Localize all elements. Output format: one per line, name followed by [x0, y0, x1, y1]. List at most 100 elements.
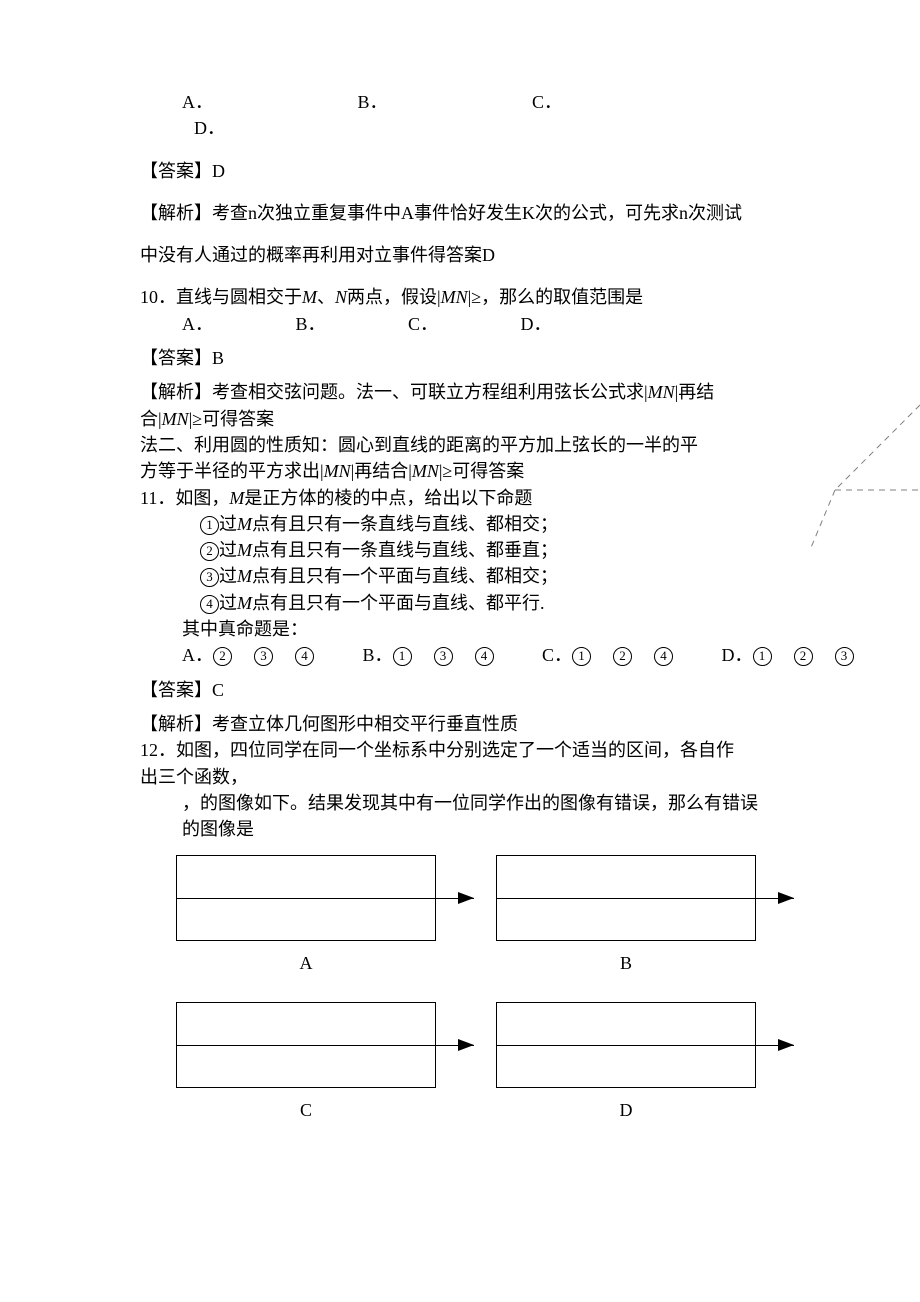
q-top-options-row2: D．: [140, 116, 880, 140]
graph-a: [176, 855, 436, 941]
arrow-d-icon: [778, 1039, 794, 1051]
axis-a: [177, 898, 474, 899]
circ-1c-icon: 1: [572, 647, 591, 666]
q10-exp-l1a: 【解析】考查相交弦问题。法一、可联立方程组利用弦长公式求|: [140, 382, 648, 402]
q11-stem-a: 11．如图，: [140, 488, 229, 508]
q-top-options-row1: A． B． C．: [140, 90, 880, 114]
q10-exp-l4a: 方等于半径的平方求出|: [140, 461, 324, 481]
q11-p3m: M: [237, 566, 252, 586]
q-top-explain-2: 中没有人通过的概率再利用对立事件得答案D: [140, 243, 880, 267]
circ-1d-icon: 1: [753, 647, 772, 666]
arrow-a-icon: [458, 892, 474, 904]
q10-sep: 、: [317, 287, 335, 307]
circ-4c-icon: 4: [654, 647, 673, 666]
q10-exp-l4b: |再结合|: [351, 461, 412, 481]
q11-opt-c: C．124: [542, 645, 695, 665]
q-top-answer: 【答案】D: [140, 159, 880, 183]
axis-c: [177, 1045, 474, 1046]
opt-a: A．: [182, 92, 213, 112]
q11-stem-b: 是正方体的棱的中点，给出以下命题: [244, 488, 532, 508]
q10-exp-l4c: |≥可得答案: [439, 461, 524, 481]
q11-explain: 【解析】考查立体几何图形中相交平行垂直性质: [140, 712, 880, 736]
circled-4-icon: 4: [200, 595, 219, 614]
q10-exp-l3: 法二、利用圆的性质知：圆心到直线的距离的平方加上弦长的一半的平: [140, 433, 880, 457]
label-c: C: [176, 1098, 436, 1122]
q10-answer: 【答案】B: [140, 346, 880, 370]
q11-stem: 11．如图，M是正方体的棱的中点，给出以下命题: [140, 486, 880, 510]
q11-p2m: M: [237, 540, 252, 560]
q10-m: M: [302, 287, 317, 307]
graph-c: [176, 1002, 436, 1088]
q10-stem: 10．直线与圆相交于M、N两点，假设|MN|≥，那么的取值范围是: [140, 285, 880, 309]
q11-p2a: 过: [219, 540, 237, 560]
q10-exp-l4-mn1: MN: [324, 461, 351, 481]
circ-3d-icon: 3: [835, 647, 854, 666]
graph-row-1: [176, 855, 880, 941]
axis-b: [497, 898, 794, 899]
label-b: B: [496, 951, 756, 975]
q10-exp-l2-mn: MN: [162, 409, 189, 429]
graph-row-2: [176, 1002, 880, 1088]
q10-exp-l2a: 合|: [140, 409, 162, 429]
q10-opt-d: D．: [521, 314, 552, 334]
q10-stem-a: 10．直线与圆相交于: [140, 287, 302, 307]
circled-2-icon: 2: [200, 542, 219, 561]
q11-opt-b: B．134: [363, 645, 516, 665]
opt-b: B．: [358, 92, 388, 112]
q11-true-label: 其中真命题是：: [140, 617, 880, 641]
q11-p1a: 过: [219, 514, 237, 534]
axis-d: [497, 1045, 794, 1046]
q11-p3: 3过M点有且只有一个平面与直线、都相交；: [140, 564, 880, 588]
arrow-c-icon: [458, 1039, 474, 1051]
circ-4b-icon: 4: [475, 647, 494, 666]
q11-p4b: 点有且只有一个平面与直线、都平行.: [252, 593, 545, 613]
q11-answer: 【答案】C: [140, 678, 880, 702]
q-top-explain-1: 【解析】考查n次独立重复事件中A事件恰好发生K次的公式，可先求n次测试: [140, 201, 880, 225]
q11-p1: 1过M点有且只有一条直线与直线、都相交；: [140, 512, 880, 536]
q10-opt-c: C．: [408, 314, 438, 334]
q11-opt-d: D．123: [722, 645, 876, 665]
q10-exp-l4-mn2: MN: [412, 461, 439, 481]
circled-3-icon: 3: [200, 568, 219, 587]
q10-mn: MN: [441, 287, 468, 307]
q11-p2: 2过M点有且只有一条直线与直线、都垂直；: [140, 538, 880, 562]
label-d: D: [496, 1098, 756, 1122]
label-a: A: [176, 951, 436, 975]
graph-b: [496, 855, 756, 941]
q10-exp-l1-mn: MN: [648, 382, 675, 402]
label-row-2: C D: [176, 1098, 880, 1122]
graph-d: [496, 1002, 756, 1088]
q10-exp-l1b: |再结: [675, 382, 715, 402]
q10-opt-a: A．: [182, 314, 213, 334]
q11-p3a: 过: [219, 566, 237, 586]
q11-p4a: 过: [219, 593, 237, 613]
circ-3-icon: 3: [254, 647, 273, 666]
q10-opt-b: B．: [296, 314, 326, 334]
q12-graphs: A B C D: [176, 855, 880, 1122]
q10-stem-b: 两点，假设|: [347, 287, 441, 307]
circ-2c-icon: 2: [613, 647, 632, 666]
arrow-b-icon: [778, 892, 794, 904]
q10-exp-l2: 合|MN|≥可得答案: [140, 407, 880, 431]
q12-l3: ，的图像如下。结果发现其中有一位同学作出的图像有错误，那么有错误: [140, 791, 880, 815]
q11-p2b: 点有且只有一条直线与直线、都垂直；: [252, 540, 558, 560]
q10-exp-l4: 方等于半径的平方求出|MN|再结合|MN|≥可得答案: [140, 459, 880, 483]
circ-4-icon: 4: [295, 647, 314, 666]
opt-c: C．: [532, 92, 562, 112]
q11-p4m: M: [237, 593, 252, 613]
q10-n: N: [335, 287, 347, 307]
q11-p1m: M: [237, 514, 252, 534]
q10-options: A． B． C． D．: [140, 312, 880, 336]
q12-l2: 出三个函数，: [140, 765, 880, 789]
q11-p1b: 点有且只有一条直线与直线、都相交；: [252, 514, 558, 534]
circ-2d-icon: 2: [794, 647, 813, 666]
q11-stem-m: M: [229, 488, 244, 508]
circ-3b-icon: 3: [434, 647, 453, 666]
q12-l4: 的图像是: [140, 817, 880, 841]
opt-d: D．: [194, 118, 225, 138]
q11-p4: 4过M点有且只有一个平面与直线、都平行.: [140, 591, 880, 615]
q11-p3b: 点有且只有一个平面与直线、都相交；: [252, 566, 558, 586]
q10-stem-c: |≥，那么的取值范围是: [468, 287, 643, 307]
circled-1-icon: 1: [200, 516, 219, 535]
label-row-1: A B: [176, 951, 880, 975]
